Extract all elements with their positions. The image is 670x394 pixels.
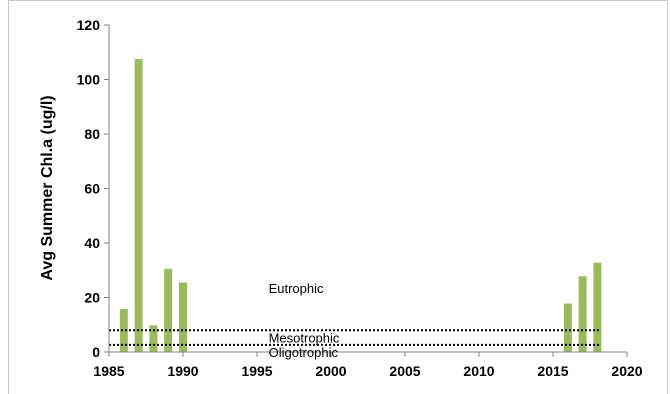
x-tick-label-2015: 2015 <box>537 363 568 379</box>
bar-2018 <box>593 262 602 352</box>
bar-1989 <box>164 268 173 352</box>
y-tick-label-100: 100 <box>77 72 101 88</box>
bar-1986 <box>119 308 128 352</box>
annotation-mesotrophic: Mesotrophic <box>269 331 340 346</box>
annotation-oligotrophic: Oligotrophic <box>269 345 339 360</box>
x-tick-label-2020: 2020 <box>611 363 642 379</box>
x-tick-label-2000: 2000 <box>315 363 346 379</box>
y-axis-title: Avg Summer Chl.a (ug/l) <box>39 95 56 280</box>
bar-1990 <box>179 282 187 352</box>
annotation-eutrophic: Eutrophic <box>269 281 324 296</box>
bar-2016 <box>563 303 572 352</box>
bar-1988 <box>149 325 158 352</box>
bar-1987 <box>134 59 143 352</box>
y-tick-label-60: 60 <box>84 181 100 197</box>
x-tick-label-1990: 1990 <box>167 363 198 379</box>
y-tick-label-20: 20 <box>84 290 100 306</box>
x-tick-label-2010: 2010 <box>463 363 494 379</box>
y-tick-label-120: 120 <box>77 17 101 33</box>
chart-frame-top <box>8 0 668 1</box>
x-tick-label-2005: 2005 <box>389 363 420 379</box>
bar-2017 <box>578 276 587 352</box>
y-tick-label-40: 40 <box>84 235 100 251</box>
y-tick-label-0: 0 <box>92 344 100 360</box>
y-tick-label-80: 80 <box>84 126 100 142</box>
x-tick-label-1995: 1995 <box>241 363 272 379</box>
x-tick-label-1985: 1985 <box>93 363 124 379</box>
chart-frame-left <box>8 0 9 394</box>
chart-frame-right <box>667 0 668 394</box>
